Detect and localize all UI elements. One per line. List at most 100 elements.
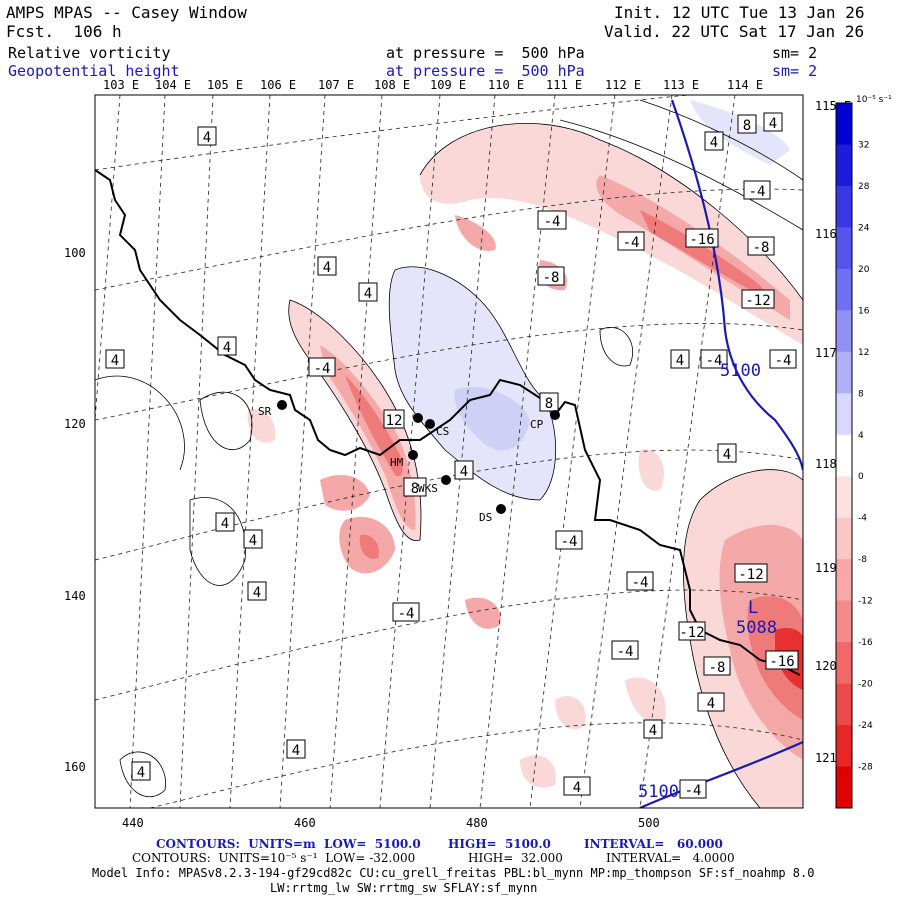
lon-label: 108 E [374,78,410,92]
colorbar-tick-label: -24 [858,721,873,731]
svg-text:4: 4 [676,353,684,369]
svg-text:4: 4 [364,286,372,302]
colorbar-swatch [836,268,852,311]
station-marker[interactable] [550,410,560,420]
longitude-labels: 103 E 104 E 105 E 106 E 107 E 108 E 109 … [103,78,763,92]
station-label: WKS [418,482,438,495]
colorbar-tick-label: 20 [858,265,870,275]
x-axis-label: 500 [638,816,660,830]
svg-text:12: 12 [386,413,403,429]
plot-title: AMPS MPAS -- Casey Window [6,3,247,22]
height-contour-label: 5100 [720,361,761,381]
station-label: DS [479,511,492,524]
graticule [95,95,803,808]
contour-label: -4 [626,571,654,591]
contour-label: 4 [763,112,783,132]
low-pressure-value: 5088 [736,618,777,638]
svg-text:-4: -4 [561,534,578,550]
svg-text:4: 4 [203,130,211,146]
footer-vort-high: HIGH= 32.000 [468,851,563,865]
station-marker[interactable] [408,450,418,460]
map-frame [94,94,804,809]
svg-text:-4: -4 [314,361,331,377]
station-marker[interactable] [413,413,423,423]
contour-label: 4 [215,512,235,532]
footer-vort-contours: CONTOURS: UNITS=10⁻⁵ s⁻¹ LOW= -32.000 [132,851,416,865]
contour-label: -16 [685,228,719,248]
colorbar-swatch [836,393,852,436]
field2-smoothing: sm= 2 [772,62,818,80]
footer-height-high: HIGH= 5100.0 [448,837,551,851]
svg-text:-4: -4 [706,353,723,369]
svg-text:-4: -4 [617,644,634,660]
colorbar-tick-label: 12 [858,348,869,358]
contour-label: -4 [769,349,797,369]
contour-label: -8 [537,266,565,286]
svg-text:8: 8 [743,118,751,134]
colorbar-swatch [836,683,852,726]
colorbar-tick-label: -4 [858,514,867,524]
valid-time: Valid. 22 UTC Sat 17 Jan 26 [604,22,865,41]
svg-text:4: 4 [292,743,300,759]
svg-text:4: 4 [460,464,468,480]
vorticity-shading [247,100,803,808]
colorbar-swatch [836,766,852,809]
svg-text:-12: -12 [745,293,770,309]
contour-label: 4 [717,443,737,463]
colorbar-swatch [836,103,852,145]
svg-text:4: 4 [323,260,331,276]
field2-name: Geopotential height [8,62,180,80]
svg-text:-4: -4 [749,184,766,200]
station-marker[interactable] [425,419,435,429]
colorbar-units: 10⁻⁵ s⁻¹ [856,95,892,105]
x-axis-label: 460 [294,816,316,830]
forecast-hour: Fcst. 106 h [6,22,122,41]
station-label: HM [390,456,404,469]
contour-label: -4 [617,231,645,251]
contour-label: 4 [563,776,591,796]
svg-text:4: 4 [710,135,718,151]
svg-text:8: 8 [411,481,419,497]
colorbar-swatch [836,517,852,560]
contour-label: 4 [704,131,724,151]
field1-smoothing: sm= 2 [772,44,818,62]
contour-label: 4 [197,126,217,146]
svg-text:4: 4 [223,340,231,356]
colorbar-swatch [836,600,852,643]
svg-text:8: 8 [545,396,553,412]
svg-text:-16: -16 [689,232,714,248]
contour-label: -4 [743,180,771,200]
contour-label: 4 [697,692,725,712]
contour-label: 4 [247,581,267,601]
station-marker[interactable] [441,475,451,485]
contour-label: 4 [643,719,663,739]
lon-label: 112 E [605,78,641,92]
colorbar-swatch [836,559,852,602]
contour-label: 8 [539,392,559,412]
station-marker[interactable] [277,400,287,410]
field1-level: at pressure = 500 hPa [386,44,585,62]
colorbar-tick-label: 28 [858,182,870,192]
stations: SR CS CP HM WKS DS B [258,400,560,524]
contour-label: 4 [670,349,690,369]
svg-text:4: 4 [253,585,261,601]
svg-text:-16: -16 [769,654,794,670]
colorbar-tick-label: 0 [858,472,864,482]
contour-label: -12 [734,563,768,583]
colorbar-swatch [836,227,852,270]
x-axis-label: 440 [122,816,144,830]
station-marker[interactable] [496,504,506,514]
y-axis-label: 100 [64,246,86,260]
height-contours [639,99,803,808]
colorbar: 32 28 24 20 16 12 8 4 0 -4 -8 -12 -16 -20 -24 -28 [835,102,873,809]
svg-text:-4: -4 [623,235,640,251]
lon-label: 113 E [663,78,699,92]
contour-label: -8 [747,236,775,256]
svg-text:-8: -8 [543,270,560,286]
station-label: CP [530,418,544,431]
y-axis-label: 140 [64,589,86,603]
contour-label: 4 [105,349,125,369]
svg-text:4: 4 [769,116,777,132]
model-info-line2: LW:rrtmg_lw SW:rrtmg_sw SFLAY:sf_mynn [270,881,538,895]
colorbar-tick-label: 16 [858,306,870,316]
